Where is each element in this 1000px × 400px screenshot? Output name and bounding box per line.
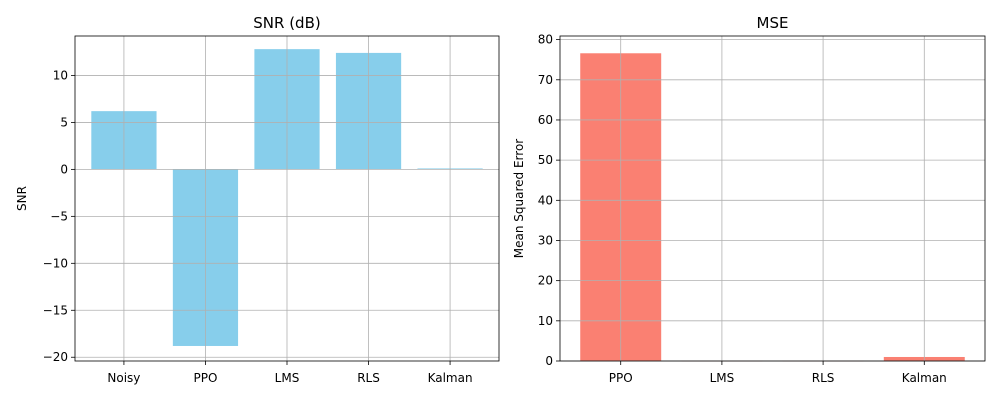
undefined-x-tick-label: RLS: [357, 371, 380, 385]
undefined-y-tick-label: 20: [538, 274, 553, 288]
undefined-y-tick-label: 0: [545, 354, 553, 368]
undefined-y-tick-label: −10: [43, 256, 68, 270]
undefined-y-tick-label: 30: [538, 233, 553, 247]
undefined-x-tick-label: PPO: [609, 371, 633, 385]
undefined-x-tick-label: RLS: [812, 371, 835, 385]
undefined-x-tick-label: Noisy: [107, 371, 140, 385]
undefined-y-tick-label: 50: [538, 153, 553, 167]
undefined-x-tick-label: LMS: [710, 371, 735, 385]
undefined-y-tick-label: 10: [538, 314, 553, 328]
undefined-y-tick-label: −15: [43, 303, 68, 317]
undefined-y-tick-label: 80: [538, 33, 553, 47]
undefined-axes-frame: [559, 35, 986, 362]
undefined-y-tick-label: 5: [60, 115, 68, 129]
undefined-y-tick-label: −20: [43, 350, 68, 364]
undefined-x-tick-label: Kalman: [902, 371, 947, 385]
undefined-x-tick-label: Kalman: [428, 371, 473, 385]
undefined-y-tick-label: 40: [538, 193, 553, 207]
undefined-y-tick-label: 70: [538, 73, 553, 87]
snr-panel: −20 −15 −10 −5 0 5 10 Noisy PPO LMS RLS Kalman SNR (…: [15, 14, 500, 385]
mse-panel: 0 10 20 30 40 50 60 70 80 PPO LMS RLS Kalman MSE Mean …: [512, 14, 986, 385]
undefined-axes-frame: [74, 35, 500, 362]
undefined-y-tick-label: −5: [50, 209, 68, 223]
undefined-y-axis-label: SNR: [15, 186, 29, 211]
undefined-x-tick-label: PPO: [194, 371, 218, 385]
undefined-chart-title: MSE: [757, 14, 789, 32]
undefined-y-axis-label: Mean Squared Error: [512, 139, 526, 259]
undefined-chart-title: SNR (dB): [253, 14, 320, 32]
undefined-y-tick-label: 60: [538, 113, 553, 127]
undefined-y-tick-label: 10: [53, 68, 68, 82]
undefined-y-tick-label: 0: [60, 162, 68, 176]
undefined-x-tick-label: LMS: [275, 371, 300, 385]
